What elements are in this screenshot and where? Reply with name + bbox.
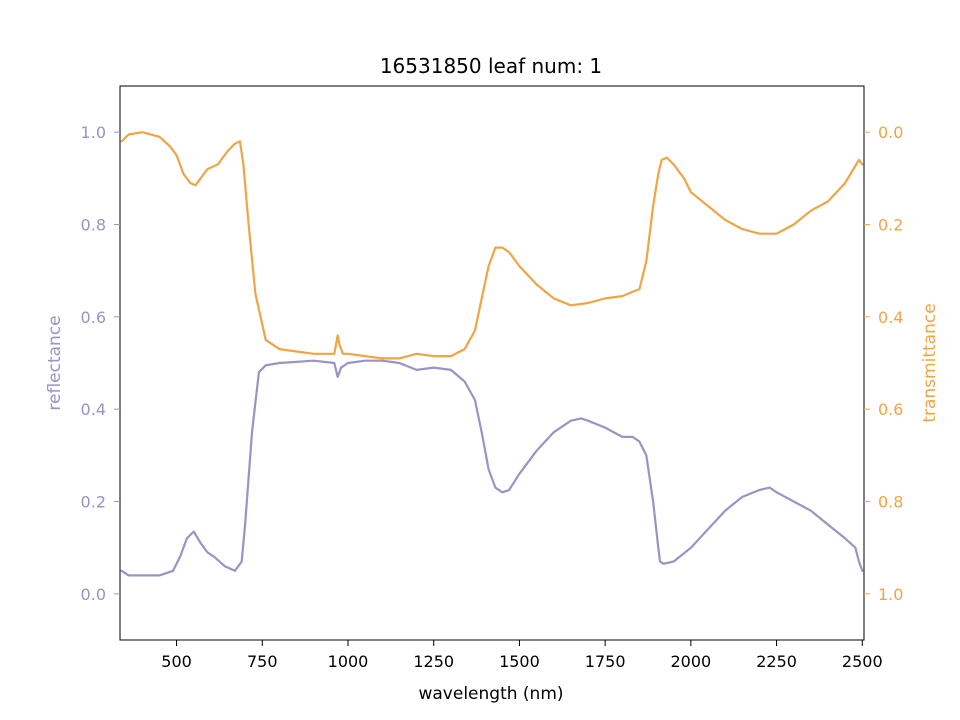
y-right-tick-label: 0.4 [878,308,903,327]
x-tick-label: 1000 [328,652,369,671]
series-line-transmittance [120,131,864,360]
y-left-tick-label: 0.0 [81,585,106,604]
series-layer [120,131,864,577]
series-line-reflectance [120,359,864,577]
plot-frame [119,85,865,641]
y-left-tick-label: 0.4 [81,400,106,419]
y-axis-left: 0.0 0.2 0.4 0.6 0.8 1.0 [81,123,120,604]
y-right-tick-label: 0.0 [878,123,903,142]
y-left-tick-label: 0.6 [81,308,106,327]
y-right-tick-label: 1.0 [878,585,903,604]
x-tick-label: 2500 [842,652,883,671]
x-axis: 500 750 1000 1250 1500 1750 2000 2250 2500 [161,640,883,671]
y-right-tick-label: 0.8 [878,493,903,512]
x-tick-label: 750 [247,652,278,671]
x-tick-label: 2250 [756,652,797,671]
x-tick-label: 1750 [585,652,626,671]
y-right-tick-label: 0.2 [878,216,903,235]
y-axis-left-label: reflectance [45,315,65,410]
x-tick-label: 1500 [499,652,540,671]
x-tick-label: 500 [161,652,192,671]
x-tick-label: 1250 [413,652,454,671]
y-axis-right-label: transmittance [920,303,940,422]
x-axis-label: wavelength (nm) [418,684,563,704]
y-left-tick-label: 0.8 [81,216,106,235]
y-axis-right: 0.0 0.2 0.4 0.6 0.8 1.0 [864,123,903,604]
chart-title: 16531850 leaf num: 1 [380,54,602,78]
x-tick-label: 2000 [670,652,711,671]
y-left-tick-label: 0.2 [81,493,106,512]
y-right-tick-label: 0.6 [878,400,903,419]
y-left-tick-label: 1.0 [81,123,106,142]
